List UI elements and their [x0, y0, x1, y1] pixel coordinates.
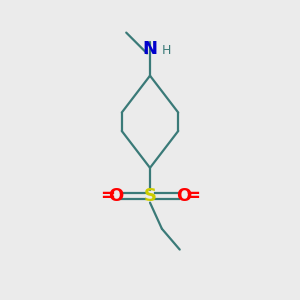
- Text: O: O: [177, 187, 192, 205]
- Text: S: S: [143, 187, 157, 205]
- Text: N: N: [142, 40, 158, 58]
- Text: O: O: [108, 187, 123, 205]
- Text: =: =: [185, 187, 200, 205]
- Text: =: =: [100, 187, 115, 205]
- Text: H: H: [162, 44, 171, 57]
